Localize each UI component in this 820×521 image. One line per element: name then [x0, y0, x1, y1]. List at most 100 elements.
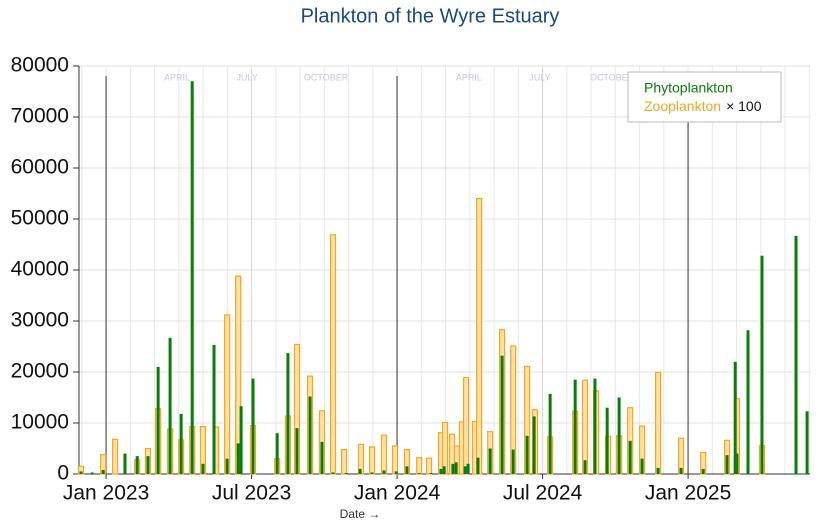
y-tick-label: 10000: [11, 411, 69, 434]
zooplankton-bar: [380, 434, 388, 475]
y-tick-label: 80000: [11, 54, 69, 77]
x-axis-label: Date →: [340, 507, 381, 521]
zooplankton-bar: [329, 234, 337, 475]
phytoplankton-bar: [251, 378, 255, 474]
x-tick-label: Jan 2023: [63, 482, 149, 505]
phytoplankton-bar: [760, 255, 764, 474]
x-tick-label: Jul 2024: [503, 482, 583, 505]
y-tick-label: 30000: [11, 309, 69, 332]
phytoplankton-bar: [439, 468, 443, 474]
legend-entry: Phytoplankton: [644, 80, 733, 96]
phytoplankton-bar: [79, 471, 83, 474]
zooplankton-bar: [368, 446, 376, 475]
phytoplankton-bar: [190, 81, 194, 475]
phytoplankton-bar: [805, 411, 809, 474]
phytoplankton-bar: [500, 355, 504, 474]
phytoplankton-bar: [101, 469, 105, 474]
phytoplankton-bar: [236, 443, 240, 474]
phytoplankton-bar: [628, 440, 632, 474]
phytoplankton-bar: [466, 463, 470, 474]
phytoplankton-bar: [275, 433, 279, 474]
zooplankton-bar: [224, 314, 231, 475]
phytoplankton-bar: [156, 366, 160, 474]
zooplankton-bar: [476, 198, 483, 475]
phytoplankton-bar: [725, 455, 729, 474]
month-annotation: JULY: [529, 72, 550, 82]
phytoplankton-bar: [532, 416, 536, 474]
phytoplankton-bar: [308, 396, 312, 474]
phytoplankton-bar: [794, 235, 798, 474]
phytoplankton-bar: [417, 472, 421, 474]
phytoplankton-bar: [394, 471, 398, 474]
phytoplankton-bar: [429, 472, 433, 474]
zooplankton-bar: [391, 445, 399, 475]
chart-title: Plankton of the Wyre Estuary: [301, 5, 560, 27]
y-tick-label: 60000: [11, 156, 69, 179]
phytoplankton-bar: [617, 397, 621, 474]
phytoplankton-bar: [168, 337, 172, 474]
phytoplankton-bar: [239, 406, 243, 474]
phytoplankton-bar: [488, 448, 492, 474]
phytoplankton-bar: [476, 457, 480, 474]
y-tick-label: 20000: [11, 360, 69, 383]
phytoplankton-bar: [344, 472, 348, 474]
phytoplankton-bar: [358, 468, 362, 474]
legend-box: [627, 71, 782, 123]
phytoplankton-bar: [701, 468, 705, 474]
phytoplankton-bar: [640, 458, 644, 474]
y-tick-label: 40000: [11, 258, 69, 281]
phytoplankton-bar: [442, 466, 446, 474]
zooplankton-bar: [462, 377, 470, 475]
phytoplankton-bar: [286, 353, 290, 474]
month-annotation: JULY: [237, 72, 258, 82]
legend-note: × 100: [726, 98, 762, 114]
phytoplankton-bar: [331, 472, 335, 474]
phytoplankton-bar: [605, 407, 609, 474]
phytoplankton-bar: [463, 466, 467, 474]
phytoplankton-bar: [225, 458, 229, 474]
zooplankton-bar: [416, 457, 423, 475]
zooplankton-bar: [341, 448, 348, 475]
phytoplankton-bar: [525, 435, 529, 474]
y-tick-label: 0: [57, 462, 69, 485]
month-annotation: APRIL: [456, 72, 482, 82]
phytoplankton-bar: [382, 470, 386, 474]
phytoplankton-bar: [593, 378, 597, 474]
x-tick-label: Jan 2024: [354, 482, 441, 505]
phytoplankton-bar: [454, 462, 458, 474]
legend-name: Zooplankton: [644, 98, 721, 114]
phytoplankton-bar: [179, 413, 183, 474]
phytoplankton-bar: [146, 456, 150, 474]
phytoplankton-bar: [123, 453, 127, 474]
phytoplankton-bar: [583, 460, 587, 474]
zooplankton-bar: [581, 379, 589, 475]
phytoplankton-bar: [451, 463, 455, 474]
zooplankton-bar: [111, 438, 119, 475]
phytoplankton-bar: [201, 463, 205, 474]
legend-entry: Zooplankton × 100: [644, 98, 762, 114]
phytoplankton-bar: [656, 467, 660, 474]
month-annotation: APRIL: [164, 72, 190, 82]
legend: Phytoplankton Zooplankton × 100: [627, 71, 782, 123]
phytoplankton-bar: [295, 428, 299, 474]
phytoplankton-bar: [90, 472, 94, 474]
phytoplankton-bar: [735, 453, 739, 474]
phytoplankton-bar: [212, 344, 216, 474]
month-annotation: OCTOBER: [590, 72, 635, 82]
phytoplankton-bar: [733, 361, 737, 474]
phytoplankton-bar: [548, 393, 552, 474]
y-tick-label: 50000: [11, 207, 69, 230]
phytoplankton-bar: [746, 330, 750, 474]
phytoplankton-bar: [320, 441, 324, 474]
x-tick-label: Jan 2025: [645, 482, 731, 505]
zooplankton-bar: [425, 457, 433, 475]
zooplankton-bar: [441, 421, 449, 475]
phytoplankton-bar: [679, 467, 683, 474]
x-tick-label: Jul 2023: [212, 482, 291, 505]
month-annotation: OCTOBER: [304, 72, 349, 82]
phytoplankton-bar: [135, 456, 139, 474]
phytoplankton-bar: [511, 449, 515, 474]
phytoplankton-bar: [405, 466, 409, 474]
phytoplankton-bar: [573, 379, 577, 474]
